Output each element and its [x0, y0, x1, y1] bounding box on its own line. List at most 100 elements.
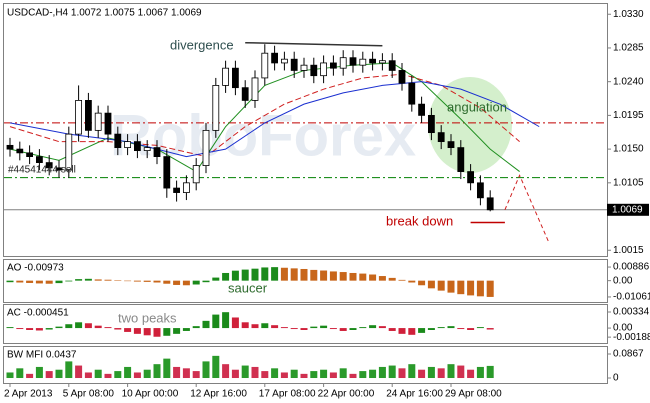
indicator-bar — [369, 325, 377, 329]
candle-body — [94, 112, 102, 131]
candle-body — [271, 52, 279, 64]
indicator-bar — [212, 277, 220, 281]
last-price-label: 1.0069 — [612, 204, 643, 215]
moving-average — [9, 73, 520, 158]
indicator-bar — [467, 369, 475, 379]
indicator-bar — [26, 280, 34, 283]
candle-body — [447, 141, 455, 149]
indicator-bar — [457, 280, 465, 295]
indicator-bar — [163, 280, 171, 284]
candle-body — [320, 62, 328, 77]
indicator-bar — [153, 328, 161, 337]
candle-body — [16, 148, 24, 154]
panel-label: AC -0.000451 — [7, 308, 69, 319]
x-tick-label: 12 Apr 16:00 — [190, 389, 247, 400]
last-price-box — [607, 203, 649, 216]
annotation: two peaks — [118, 310, 177, 325]
y-tick-label: -0.01061 — [613, 292, 650, 303]
indicator-bar — [447, 280, 455, 293]
indicator-bar — [55, 280, 63, 284]
indicator-bar — [457, 328, 465, 330]
y-tick-label: 1.0285 — [613, 43, 644, 54]
indicator-bar — [45, 371, 53, 379]
indicator-bar — [94, 369, 102, 379]
indicator-bar — [202, 320, 210, 329]
indicator-bar — [280, 267, 288, 281]
indicator-bar — [124, 366, 132, 379]
candle-body — [222, 67, 230, 86]
indicator-bar — [153, 364, 161, 379]
indicator-bar — [261, 371, 269, 379]
indicator-bar — [290, 328, 298, 330]
y-tick-label: 0.0867 — [613, 349, 644, 360]
candle-body — [329, 62, 337, 69]
indicator-bar — [241, 322, 249, 329]
indicator-bar — [94, 279, 102, 281]
indicator-bar — [6, 280, 14, 283]
indicator-bar — [369, 369, 377, 379]
y-tick-label: 1.0240 — [613, 76, 644, 87]
indicator-bar — [143, 328, 151, 336]
indicator-bar — [163, 328, 171, 336]
indicator-bar — [94, 325, 102, 329]
annotation: saucer — [228, 280, 268, 295]
indicator-bar — [104, 373, 112, 379]
panel-label: BW MFI 0.0437 — [7, 350, 77, 361]
indicator-bar — [349, 272, 357, 281]
y-tick-label: 1.0330 — [613, 9, 644, 20]
indicator-bar — [153, 280, 161, 283]
x-tick-label: 24 Apr 16:00 — [386, 389, 443, 400]
candle-body — [251, 77, 259, 101]
candle-body — [418, 103, 426, 116]
indicator-bar — [388, 277, 396, 281]
indicator-bar — [427, 328, 435, 330]
indicator-bar — [202, 361, 210, 379]
candle-body — [241, 87, 249, 101]
indicator-bar — [476, 280, 484, 297]
candle-body — [388, 60, 396, 71]
candle-body — [369, 58, 377, 64]
indicator-bar — [231, 317, 239, 329]
indicator-bar — [349, 328, 357, 330]
indicator-bar — [114, 280, 122, 281]
candle-body — [427, 114, 435, 134]
indicator-bar — [398, 328, 406, 334]
indicator-bar — [290, 268, 298, 281]
indicator-bar — [476, 327, 484, 329]
indicator-bar — [143, 280, 151, 282]
candle-body — [212, 85, 220, 131]
indicator-bar — [310, 326, 318, 329]
candle-body — [45, 162, 53, 169]
candle-body — [65, 133, 73, 171]
indicator-bar — [437, 327, 445, 329]
indicator-bar — [251, 324, 259, 329]
indicator-bar — [35, 328, 43, 331]
indicator-bar — [182, 328, 190, 331]
indicator-bar — [271, 368, 279, 379]
candle-body — [153, 147, 161, 157]
indicator-bar — [222, 272, 230, 281]
indicator-bar — [192, 326, 200, 329]
indicator-bar — [271, 267, 279, 281]
indicator-bar — [320, 325, 328, 329]
y-tick-label: 1.0195 — [613, 110, 644, 121]
indicator-bar — [329, 271, 337, 281]
panel-label: AO -0.00973 — [7, 263, 64, 274]
indicator-bar — [124, 328, 132, 332]
y-tick-label: 0.00 — [613, 323, 633, 334]
indicator-bar — [133, 372, 141, 379]
indicator-bar — [398, 368, 406, 379]
indicator-bar — [192, 280, 200, 285]
indicator-bar — [339, 368, 347, 379]
indicator-bar — [398, 279, 406, 281]
indicator-bar — [192, 371, 200, 379]
indicator-bar — [369, 274, 377, 281]
candle-body — [408, 82, 416, 105]
indicator-bar — [173, 366, 181, 379]
candle-body — [261, 52, 269, 79]
indicator-bar — [310, 269, 318, 281]
candle-body — [349, 57, 357, 66]
indicator-bar — [55, 326, 63, 329]
indicator-bar — [329, 372, 337, 379]
candle-body — [359, 58, 367, 66]
